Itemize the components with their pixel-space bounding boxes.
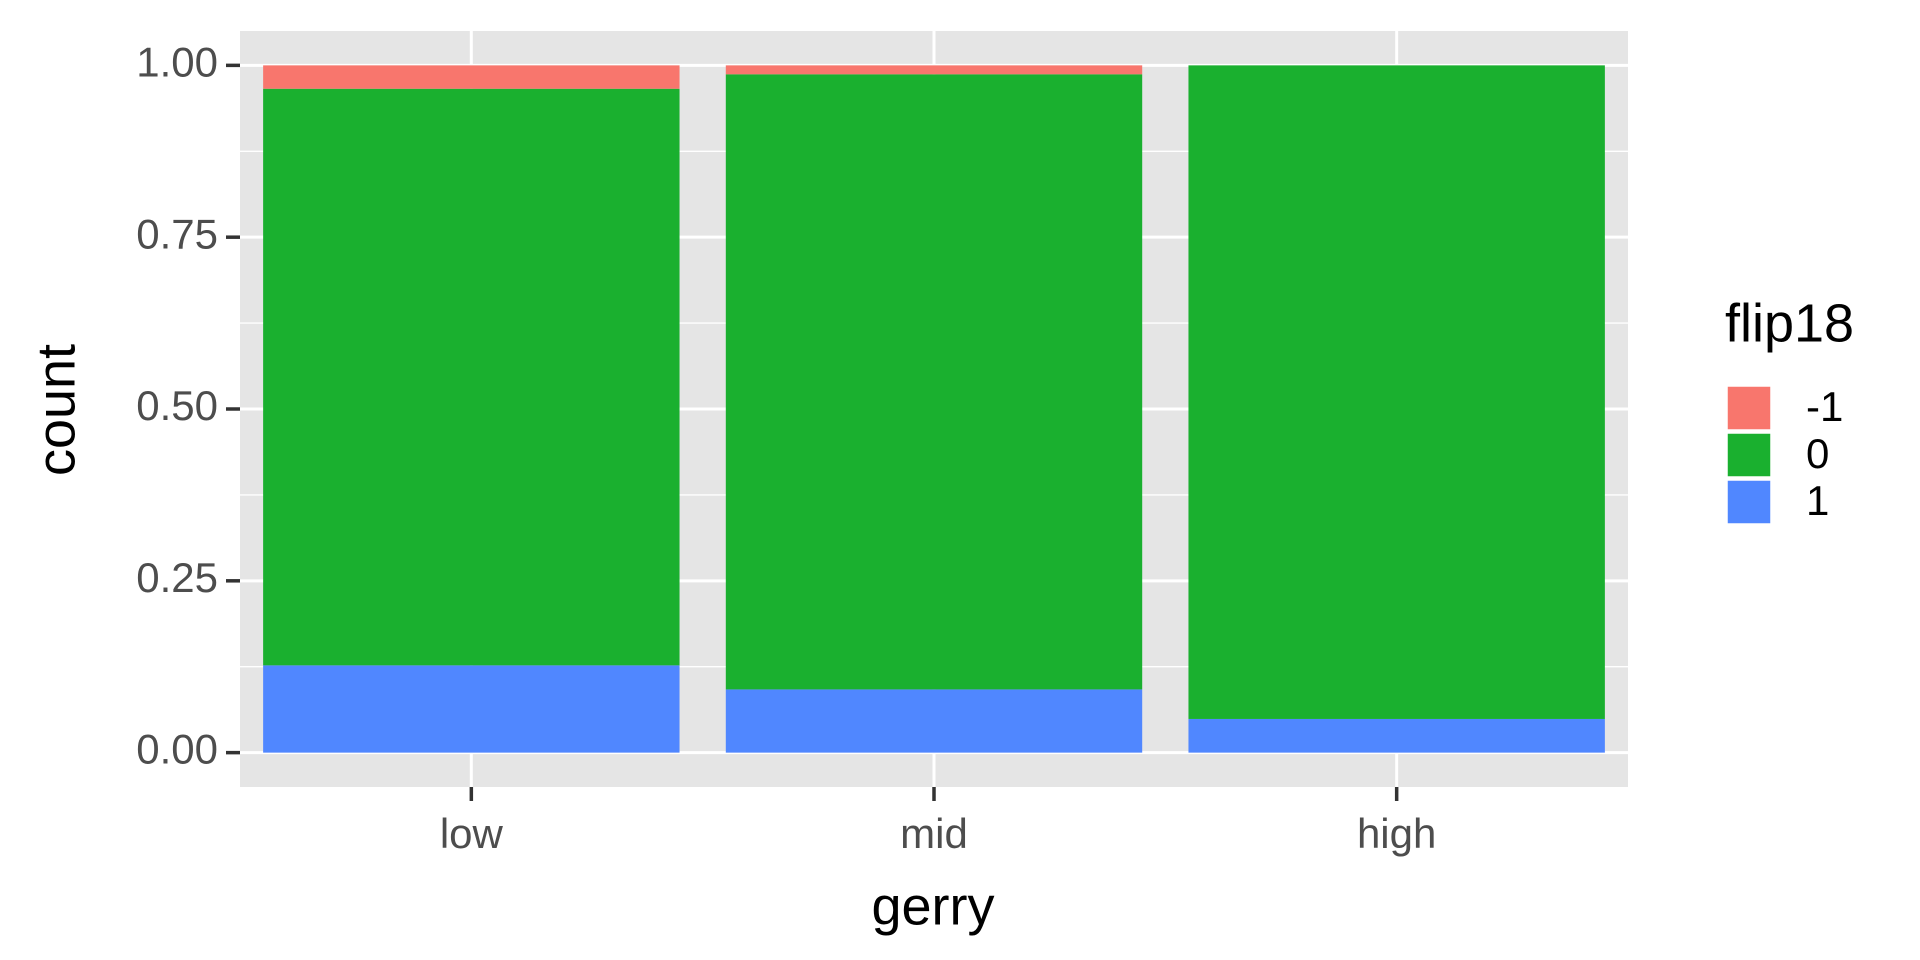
legend-title: flip18 — [1725, 293, 1854, 353]
y-tick-label: 0.25 — [136, 554, 218, 601]
legend-key — [1726, 385, 1772, 431]
x-tick-label: low — [440, 810, 504, 857]
bar-segment — [725, 689, 1143, 753]
bar-segment — [725, 65, 1143, 75]
legend-label: 0 — [1806, 430, 1829, 477]
bar-segment — [1188, 65, 1605, 719]
y-tick-label: 0.00 — [136, 726, 218, 773]
legend-key — [1726, 432, 1772, 478]
bar-segment — [263, 88, 680, 666]
y-axis-title: count — [26, 344, 86, 476]
y-tick-label: 0.50 — [136, 382, 218, 429]
x-tick-label: mid — [900, 810, 968, 857]
legend-key — [1726, 479, 1772, 525]
legend-label: -1 — [1806, 383, 1843, 430]
x-tick-label: high — [1357, 810, 1436, 857]
bar-segment — [725, 74, 1143, 690]
x-axis-title: gerry — [871, 876, 994, 936]
bar-segment — [263, 665, 680, 753]
y-tick-label: 1.00 — [136, 38, 218, 85]
y-tick-label: 0.75 — [136, 210, 218, 257]
bar-segment — [1188, 718, 1605, 753]
bar-segment — [263, 65, 680, 89]
legend-label: 1 — [1806, 477, 1829, 524]
